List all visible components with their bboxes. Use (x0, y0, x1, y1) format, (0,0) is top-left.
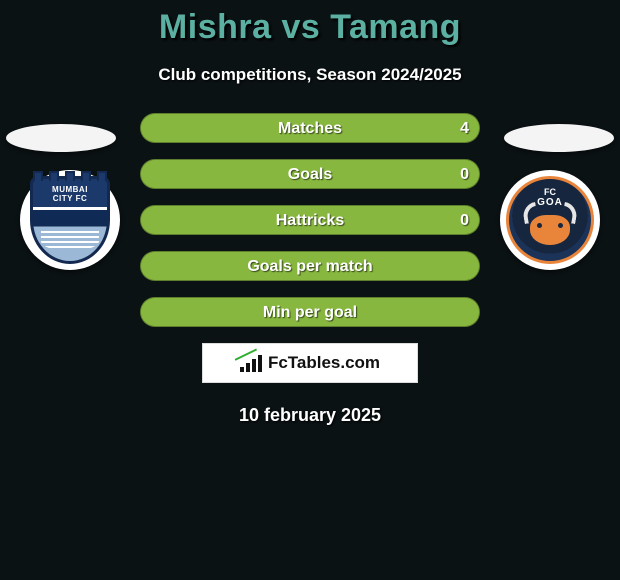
stat-label: Goals (141, 160, 479, 188)
watermark-text: FcTables.com (268, 353, 380, 373)
subtitle: Club competitions, Season 2024/2025 (0, 65, 620, 85)
stat-value-right: 0 (460, 160, 469, 188)
player-photo-left (6, 124, 116, 152)
player-photo-right (504, 124, 614, 152)
stat-label: Min per goal (141, 298, 479, 326)
stat-row: Goals0 (140, 159, 480, 189)
stat-label: Goals per match (141, 252, 479, 280)
bar-chart-icon (240, 354, 262, 372)
page-title: Mishra vs Tamang (0, 0, 620, 47)
watermark: FcTables.com (202, 343, 418, 383)
stat-value-right: 0 (460, 206, 469, 234)
stat-row: Matches4 (140, 113, 480, 143)
stat-value-right: 4 (460, 114, 469, 142)
date-label: 10 february 2025 (0, 405, 620, 426)
stat-label: Hattricks (141, 206, 479, 234)
club-badge-left: MUMBAI CITY FC (20, 170, 120, 270)
stat-row: Min per goal (140, 297, 480, 327)
stat-row: Goals per match (140, 251, 480, 281)
fc-goa-crest-icon: FC GOA (506, 176, 594, 264)
mumbai-city-crest-icon: MUMBAI CITY FC (30, 176, 110, 264)
stats-table: Matches4Goals0Hattricks0Goals per matchM… (140, 113, 480, 327)
stat-label: Matches (141, 114, 479, 142)
club-badge-right: FC GOA (500, 170, 600, 270)
stat-row: Hattricks0 (140, 205, 480, 235)
